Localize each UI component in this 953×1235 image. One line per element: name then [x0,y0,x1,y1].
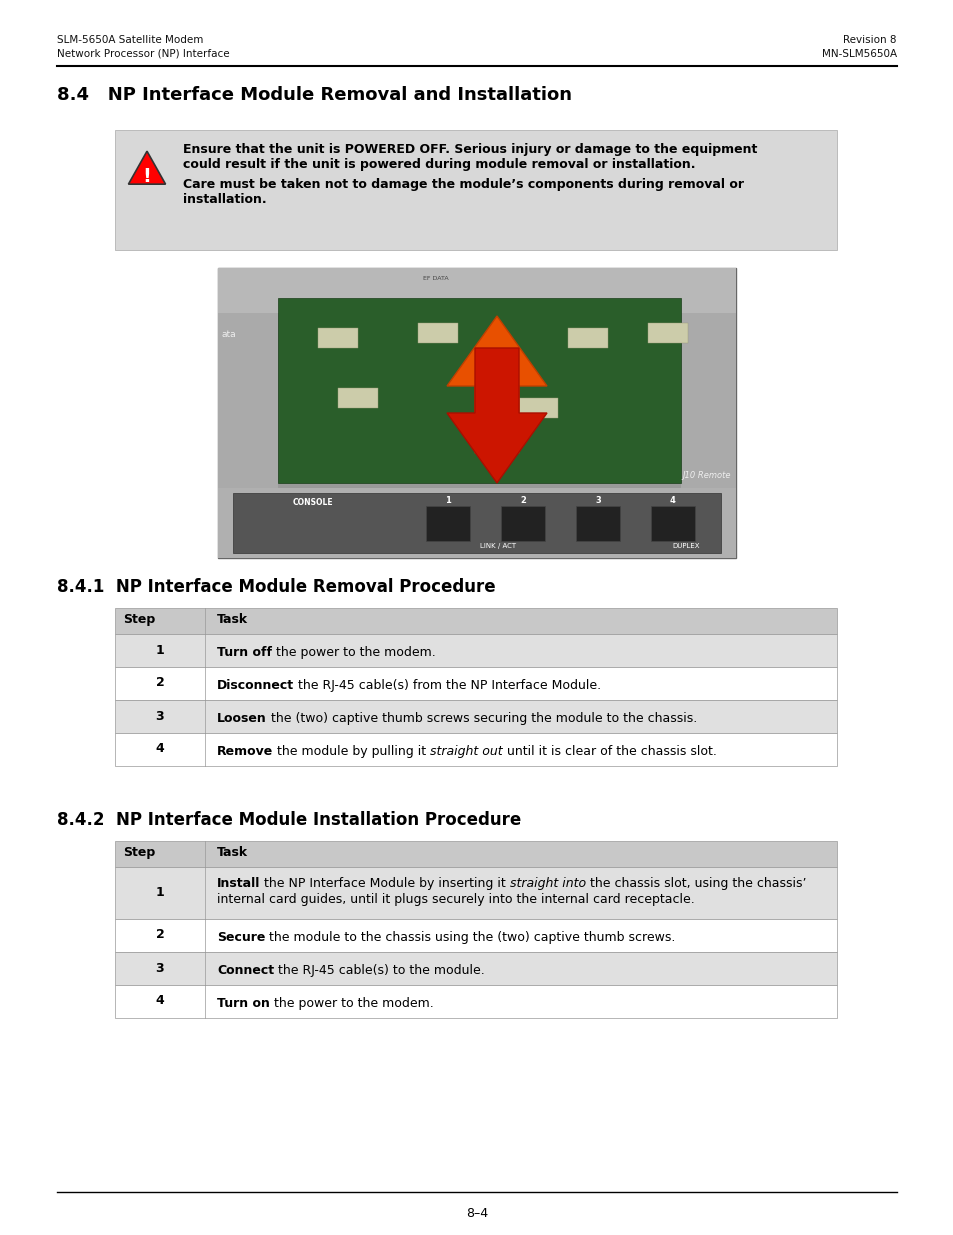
Text: ata: ata [222,330,236,338]
FancyBboxPatch shape [233,493,720,553]
Text: 1: 1 [155,643,164,657]
Text: 2: 2 [519,496,525,505]
Text: Ensure that the unit is POWERED OFF. Serious injury or damage to the equipment: Ensure that the unit is POWERED OFF. Ser… [183,143,757,156]
FancyBboxPatch shape [115,700,836,734]
FancyBboxPatch shape [517,398,558,417]
Text: the chassis slot, using the chassis’: the chassis slot, using the chassis’ [586,877,806,890]
Text: Task: Task [216,846,248,860]
FancyBboxPatch shape [277,298,680,483]
Text: SLM-5650A Satellite Modem: SLM-5650A Satellite Modem [57,35,203,44]
Text: internal card guides, until it plugs securely into the internal card receptacle.: internal card guides, until it plugs sec… [216,893,694,906]
Text: the module by pulling it: the module by pulling it [273,745,430,758]
Text: the power to the modem.: the power to the modem. [270,997,434,1010]
Text: until it is clear of the chassis slot.: until it is clear of the chassis slot. [502,745,716,758]
Text: Disconnect: Disconnect [216,679,294,692]
Text: J10 Remote: J10 Remote [681,471,730,480]
Text: EF DATA: EF DATA [422,275,448,282]
Text: Network Processor (NP) Interface: Network Processor (NP) Interface [57,49,230,59]
Text: 1: 1 [155,887,164,899]
Text: Step: Step [123,846,155,860]
Text: the RJ-45 cable(s) to the module.: the RJ-45 cable(s) to the module. [274,965,484,977]
FancyBboxPatch shape [576,506,619,541]
FancyBboxPatch shape [218,268,735,558]
FancyBboxPatch shape [115,867,836,919]
FancyBboxPatch shape [417,324,457,343]
FancyBboxPatch shape [115,734,836,766]
Text: Turn on: Turn on [216,997,270,1010]
Text: 3: 3 [155,962,164,974]
Text: 8–4: 8–4 [465,1207,488,1220]
FancyBboxPatch shape [650,506,695,541]
FancyBboxPatch shape [680,312,735,488]
Text: 2: 2 [155,929,164,941]
Text: Revision 8: Revision 8 [842,35,896,44]
Text: 3: 3 [595,496,600,505]
FancyBboxPatch shape [218,488,735,558]
FancyBboxPatch shape [115,667,836,700]
Text: Loosen: Loosen [216,713,267,725]
Text: CONSOLE: CONSOLE [293,498,333,508]
FancyBboxPatch shape [115,841,836,867]
Text: !: ! [142,167,152,185]
Text: the RJ-45 cable(s) from the NP Interface Module.: the RJ-45 cable(s) from the NP Interface… [294,679,600,692]
Text: Care must be taken not to damage the module’s components during removal or: Care must be taken not to damage the mod… [183,178,743,191]
FancyBboxPatch shape [218,268,735,312]
Text: Task: Task [216,613,248,626]
Text: Connect: Connect [216,965,274,977]
Text: 4: 4 [155,994,164,1008]
Text: Secure: Secure [216,931,265,944]
Text: 8.4   NP Interface Module Removal and Installation: 8.4 NP Interface Module Removal and Inst… [57,86,572,104]
Text: straight into: straight into [510,877,586,890]
FancyBboxPatch shape [500,506,544,541]
Text: the (two) captive thumb screws securing the module to the chassis.: the (two) captive thumb screws securing … [267,713,697,725]
Text: Step: Step [123,613,155,626]
Text: 8.4.1  NP Interface Module Removal Procedure: 8.4.1 NP Interface Module Removal Proced… [57,578,496,597]
Text: installation.: installation. [183,193,266,206]
Text: the power to the modem.: the power to the modem. [272,646,436,659]
Text: the module to the chassis using the (two) captive thumb screws.: the module to the chassis using the (two… [265,931,675,944]
FancyBboxPatch shape [567,329,607,348]
FancyBboxPatch shape [115,130,836,249]
Text: 3: 3 [155,709,164,722]
FancyBboxPatch shape [115,608,836,634]
Text: Turn off: Turn off [216,646,272,659]
Text: 4: 4 [155,742,164,756]
Text: Remove: Remove [216,745,273,758]
FancyBboxPatch shape [115,634,836,667]
FancyBboxPatch shape [317,329,357,348]
FancyBboxPatch shape [218,312,277,488]
FancyBboxPatch shape [115,952,836,986]
Text: the NP Interface Module by inserting it: the NP Interface Module by inserting it [260,877,510,890]
Text: 2: 2 [155,677,164,689]
FancyBboxPatch shape [115,986,836,1018]
Text: Install: Install [216,877,260,890]
Polygon shape [447,348,546,483]
Text: LINK / ACT: LINK / ACT [479,543,516,550]
Text: DUPLEX: DUPLEX [672,543,699,550]
FancyBboxPatch shape [426,506,470,541]
FancyBboxPatch shape [115,919,836,952]
FancyBboxPatch shape [647,324,687,343]
FancyBboxPatch shape [337,388,377,408]
Text: 8.4.2  NP Interface Module Installation Procedure: 8.4.2 NP Interface Module Installation P… [57,811,520,829]
Text: 4: 4 [669,496,676,505]
Polygon shape [129,151,166,184]
Polygon shape [447,316,546,453]
Text: MN-SLM5650A: MN-SLM5650A [821,49,896,59]
Text: 1: 1 [445,496,451,505]
Text: could result if the unit is powered during module removal or installation.: could result if the unit is powered duri… [183,158,695,170]
Text: straight out: straight out [430,745,502,758]
